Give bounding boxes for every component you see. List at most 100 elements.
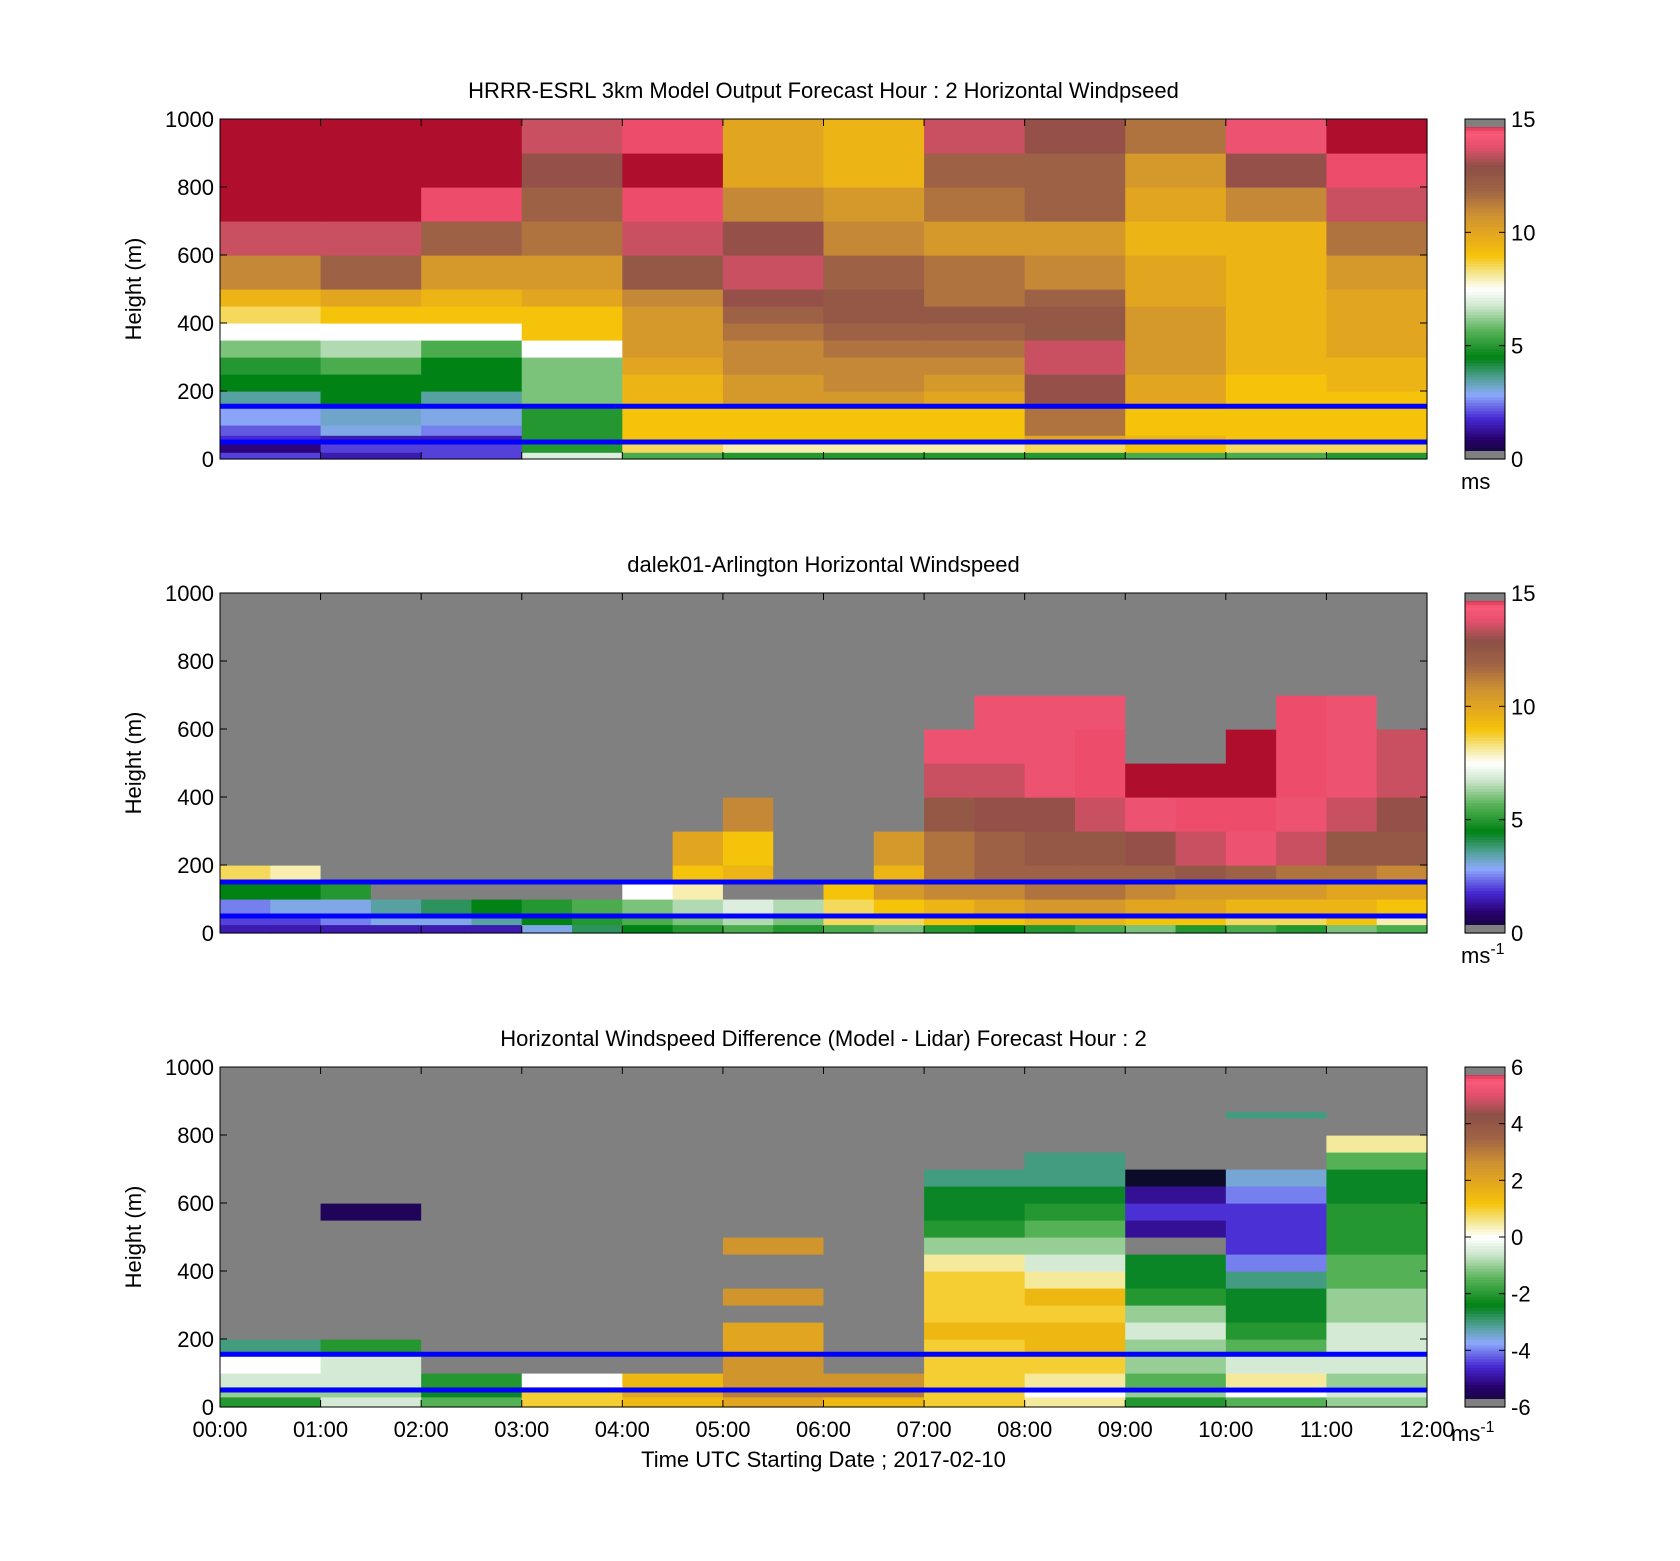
heatmap-cell: [722, 695, 774, 730]
y-tick-label: 200: [177, 379, 214, 404]
heatmap-cell: [1125, 899, 1177, 917]
heatmap-cell: [320, 1186, 422, 1204]
heatmap-cell: [1024, 1220, 1126, 1238]
colorbar-segment: [1465, 1203, 1505, 1207]
heatmap-cell: [421, 306, 523, 324]
heatmap-cell: [521, 408, 623, 426]
colorbar-tick-label: -4: [1511, 1338, 1531, 1363]
heatmap-cell: [622, 1186, 724, 1204]
heatmap-cell: [270, 899, 322, 917]
colorbar-segment: [1465, 362, 1505, 367]
colorbar-segment: [1465, 746, 1505, 750]
heatmap-cell: [572, 661, 623, 696]
colorbar-segment: [1465, 365, 1505, 369]
heatmap-cell: [1125, 763, 1177, 798]
heatmap-cell: [1225, 1356, 1328, 1374]
heatmap-cell: [220, 831, 271, 866]
heatmap-cell: [1024, 1254, 1126, 1272]
heatmap-cell: [823, 1254, 925, 1272]
colorbar-segment: [1465, 433, 1505, 437]
colorbar-segment: [1465, 1395, 1505, 1400]
heatmap-cell: [924, 1186, 1026, 1204]
colorbar-segment: [1465, 621, 1505, 625]
colorbar-segment: [1465, 294, 1505, 299]
colorbar-segment: [1465, 1163, 1505, 1167]
heatmap-cell: [722, 924, 774, 934]
y-tick-label: 200: [177, 1327, 214, 1352]
y-tick-label: 400: [177, 785, 214, 810]
colorbar-segment: [1465, 678, 1505, 682]
heatmap-cell: [1125, 289, 1227, 307]
heatmap-cell: [1074, 831, 1126, 866]
colorbar-segment: [1465, 1135, 1505, 1139]
heatmap-cell: [1074, 695, 1126, 730]
colorbar-segment: [1465, 1220, 1505, 1224]
heatmap-cell: [421, 255, 523, 290]
colorbar-segment: [1465, 1390, 1505, 1394]
colorbar-segment: [1465, 748, 1505, 753]
heatmap-cell: [270, 924, 322, 934]
heatmap-cell: [320, 1111, 422, 1119]
colorbar-segment: [1465, 737, 1505, 741]
heatmap-cell: [672, 899, 724, 917]
heatmap-cell: [924, 924, 975, 934]
heatmap-cell: [1326, 729, 1378, 764]
heatmap-cell: [672, 661, 724, 696]
heatmap-cell: [521, 1118, 623, 1136]
heatmap-cell: [873, 695, 925, 730]
heatmap-cell: [370, 882, 422, 900]
heatmap-cell: [1225, 435, 1328, 443]
heatmap-cell: [521, 882, 573, 900]
heatmap-cell: [320, 729, 372, 764]
heatmap-cell: [1326, 899, 1378, 917]
heatmap-cell: [320, 187, 422, 222]
heatmap-cell: [1326, 1111, 1428, 1119]
heatmap-cell: [370, 924, 422, 934]
heatmap-cell: [823, 1322, 925, 1340]
heatmap-cell: [572, 695, 623, 730]
heatmap-cell: [1376, 882, 1428, 900]
colorbar-segment: [1465, 1319, 1505, 1323]
heatmap-cell: [220, 763, 271, 798]
heatmap-cell: [722, 1203, 825, 1221]
heatmap-cell: [823, 357, 925, 375]
heatmap-cell: [1326, 1067, 1428, 1112]
colorbar-segment: [1465, 1191, 1505, 1196]
heatmap-cell: [421, 119, 523, 154]
colorbar-segment: [1465, 1268, 1505, 1272]
heatmap-cell: [320, 1135, 422, 1153]
colorbar-segment: [1465, 297, 1505, 301]
heatmap-cell: [1125, 661, 1177, 696]
y-tick-label: 1000: [165, 1055, 214, 1080]
heatmap-cell: [924, 695, 975, 730]
heatmap-cell: [521, 221, 623, 256]
heatmap-cell: [421, 1118, 523, 1136]
colorbar-segment: [1465, 1299, 1505, 1303]
colorbar-segment: [1465, 1327, 1505, 1332]
colorbar-segment: [1465, 794, 1505, 798]
heatmap-cell: [924, 1356, 1026, 1374]
heatmap-cell: [1376, 695, 1428, 730]
colorbar-segment: [1465, 816, 1505, 821]
heatmap-cell: [521, 1356, 623, 1374]
colorbar-segment: [1465, 147, 1505, 151]
colorbar-tick-label: 0: [1511, 921, 1523, 946]
heatmap-cell: [622, 452, 724, 460]
heatmap-cell: [1276, 882, 1328, 900]
colorbar-segment: [1465, 243, 1505, 248]
colorbar-segment: [1465, 328, 1505, 333]
colorbar-segment: [1465, 1375, 1505, 1380]
colorbar-segment: [1465, 144, 1505, 148]
colorbar-segment: [1465, 1256, 1505, 1261]
heatmap-cell: [722, 1186, 825, 1204]
colorbar-segment: [1465, 303, 1505, 307]
heatmap-cell: [1225, 119, 1328, 154]
heatmap-cell: [622, 442, 724, 453]
y-tick-label: 200: [177, 853, 214, 878]
colorbar-segment: [1465, 848, 1505, 852]
colorbar-segment: [1465, 814, 1505, 818]
heatmap-cell: [1225, 221, 1328, 256]
heatmap-cell: [471, 899, 523, 917]
heatmap-cell: [1074, 924, 1126, 934]
colorbar-segment: [1465, 865, 1505, 869]
